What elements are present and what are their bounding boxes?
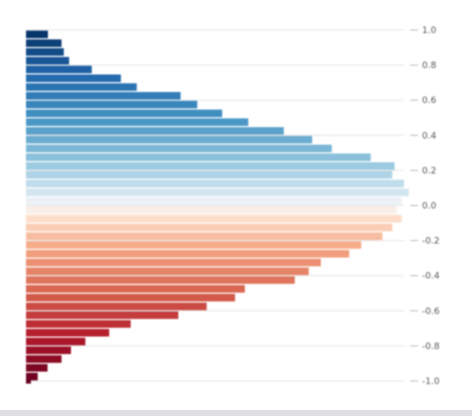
y-tick-label: 0.2 — [422, 166, 436, 176]
y-tick-label: 0.4 — [422, 131, 437, 141]
histogram-bar — [26, 293, 236, 302]
y-tick-label: -1.0 — [422, 377, 440, 387]
histogram-bar — [26, 83, 137, 91]
histogram-bar — [26, 74, 121, 83]
histogram-bar — [26, 346, 71, 355]
y-tick-label: 0.0 — [422, 202, 437, 212]
histogram-bar — [26, 144, 332, 153]
histogram-bar — [26, 153, 371, 162]
y-axis-ticks: 1.0 0.8 0.6 0.4 0.2 0.0 -0.2 -0.4 -0.6 -0.8 -1.0 — [410, 26, 440, 387]
y-tick-label: 1.0 — [422, 26, 437, 36]
histogram-bar — [26, 311, 179, 319]
grid-lines — [26, 29, 404, 382]
histogram-bar — [26, 39, 62, 47]
histogram-bar — [26, 302, 207, 311]
histogram-bar — [26, 328, 110, 337]
histogram-bar — [26, 56, 70, 65]
y-tick-label: 0.6 — [422, 96, 437, 106]
histogram-bar — [26, 214, 402, 223]
bottom-border — [0, 410, 472, 416]
histogram-bar — [26, 206, 397, 214]
histogram-bar — [26, 162, 395, 170]
histogram-bar — [26, 179, 404, 188]
histogram-bar — [26, 223, 393, 232]
histogram-bars — [26, 30, 409, 384]
histogram-bar — [26, 188, 409, 197]
y-tick-label: -0.4 — [422, 272, 440, 282]
y-tick-label: -0.2 — [422, 237, 440, 247]
histogram-bar — [26, 285, 245, 293]
histogram-bar — [26, 267, 309, 276]
histogram-bar — [26, 258, 321, 267]
histogram-bar — [26, 337, 86, 346]
y-tick-label: -0.8 — [422, 342, 440, 352]
histogram-bar — [26, 127, 284, 135]
y-tick-label: 0.8 — [422, 61, 437, 71]
histogram-bar — [26, 65, 92, 74]
histogram-bar — [26, 30, 48, 39]
histogram-bar — [26, 241, 362, 249]
histogram-bar — [26, 364, 48, 372]
histogram-bar — [26, 232, 383, 240]
histogram-bar — [26, 118, 249, 126]
histogram-bar — [26, 372, 38, 381]
histogram-bar — [26, 249, 350, 258]
histogram-bar — [26, 100, 198, 109]
histogram-bar — [26, 355, 62, 363]
histogram-bar — [26, 135, 313, 144]
histogram-bar — [26, 320, 131, 328]
y-tick-label: -0.6 — [422, 307, 440, 317]
histogram-bar — [26, 276, 295, 284]
histogram-bar — [26, 197, 402, 205]
histogram-bar — [26, 92, 181, 100]
histogram-bar — [26, 109, 223, 118]
histogram-bar — [26, 171, 393, 179]
histogram-bar — [26, 48, 64, 56]
histogram-bar — [26, 378, 31, 384]
